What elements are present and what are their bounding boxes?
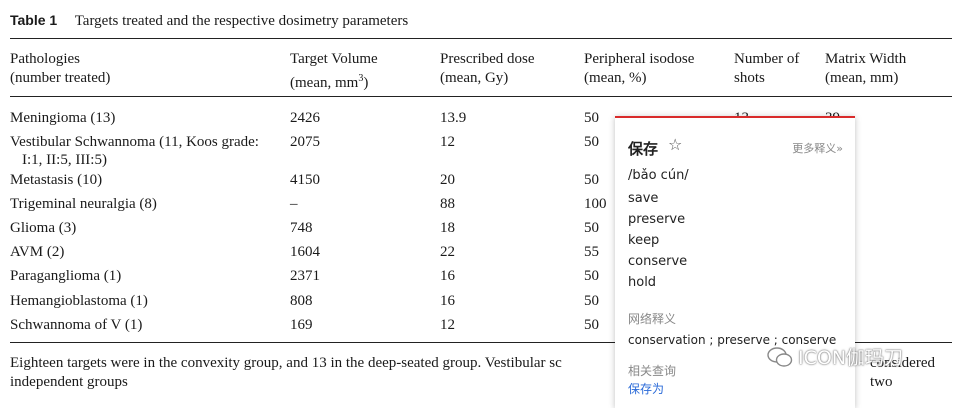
definition-item: save xyxy=(628,191,659,206)
star-icon[interactable]: ☆ xyxy=(668,135,683,154)
watermark-text: ICON伽玛刀 xyxy=(798,347,904,369)
cell-volume: 1604 xyxy=(290,244,320,260)
table-bottom-rule xyxy=(10,342,952,343)
cell-isodose: 55 xyxy=(584,244,599,260)
cell-isodose: 50 xyxy=(584,172,599,188)
table-title: Targets treated and the respective dosim… xyxy=(74,13,409,29)
definition-item: preserve xyxy=(628,212,686,227)
related-query-link[interactable]: 保存为 xyxy=(628,382,665,396)
related-queries-heading: 相关查询 xyxy=(628,364,677,378)
cell-volume: 2426 xyxy=(290,110,320,126)
table-header-rule xyxy=(10,96,952,97)
cell-dose: 12 xyxy=(440,317,455,333)
cell-dose: 20 xyxy=(440,172,455,188)
col-header-target-volume: Target Volume (mean, mm3) xyxy=(290,51,378,91)
definition-item: conserve xyxy=(628,254,688,269)
cell-pathology-cont: I:1, II:5, III:5) xyxy=(22,152,107,168)
definition-item: keep xyxy=(628,233,660,248)
web-definitions-heading: 网络释义 xyxy=(628,312,677,326)
cell-isodose: 100 xyxy=(584,196,607,212)
cell-dose: 18 xyxy=(440,220,455,236)
cell-isodose: 50 xyxy=(584,268,599,284)
cell-dose: 88 xyxy=(440,196,455,212)
cell-volume: 169 xyxy=(290,317,313,333)
cell-pathology: AVM (2) xyxy=(10,244,65,260)
cell-dose: 13.9 xyxy=(440,110,467,126)
cell-volume: 2371 xyxy=(290,268,320,284)
table-footnote: Eighteen targets were in the convexity g… xyxy=(10,355,935,390)
cell-isodose: 50 xyxy=(584,220,599,236)
cell-pathology: Meningioma (13) xyxy=(10,110,116,126)
table-caption: Table 1 Targets treated and the respecti… xyxy=(10,12,408,30)
cell-volume: 4150 xyxy=(290,172,320,188)
cell-pathology: Glioma (3) xyxy=(10,220,77,236)
cell-pathology: Trigeminal neuralgia (8) xyxy=(10,196,157,212)
popup-pinyin: /bǎo cún/ xyxy=(628,168,689,183)
col-header-peripheral-isodose: Peripheral isodose (mean, %) xyxy=(584,51,695,86)
cell-isodose: 50 xyxy=(584,317,599,333)
cell-dose: 16 xyxy=(440,268,455,284)
more-definitions-link[interactable]: 更多释义» xyxy=(792,142,843,155)
cell-pathology: Paraganglioma (1) xyxy=(10,268,122,284)
popup-definitions: save preserve keep conserve hold xyxy=(628,188,687,293)
cell-dose: 22 xyxy=(440,244,455,260)
col-header-number-of-shots: Number of shots xyxy=(734,51,800,86)
cell-pathology: Schwannoma of V (1) xyxy=(10,317,143,333)
col-header-prescribed-dose: Prescribed dose (mean, Gy) xyxy=(440,51,535,86)
cell-volume: 808 xyxy=(290,293,313,309)
definition-item: hold xyxy=(628,275,657,290)
table-label: Table 1 xyxy=(10,12,58,28)
dictionary-popup[interactable]: 保存 ☆ 更多释义» /bǎo cún/ save preserve keep … xyxy=(615,116,855,408)
cell-volume: 2075 xyxy=(290,134,320,150)
cell-isodose: 50 xyxy=(584,293,599,309)
web-definitions-line: conservation ; preserve ; conserve xyxy=(628,333,837,347)
cell-isodose: 50 xyxy=(584,110,599,126)
cell-isodose: 50 xyxy=(584,134,599,150)
cell-dose: 12 xyxy=(440,134,455,150)
popup-headword: 保存 xyxy=(628,140,659,158)
cell-volume: 748 xyxy=(290,220,313,236)
cell-dose: 16 xyxy=(440,293,455,309)
cell-pathology: Vestibular Schwannoma (11, Koos grade: xyxy=(10,134,259,150)
cell-pathology: Metastasis (10) xyxy=(10,172,103,188)
col-header-pathologies: Pathologies (number treated) xyxy=(10,51,111,86)
table-top-rule xyxy=(10,38,952,39)
wechat-icon xyxy=(767,347,793,367)
col-header-matrix-width: Matrix Width (mean, mm) xyxy=(825,51,907,86)
cell-pathology: Hemangioblastoma (1) xyxy=(10,293,148,309)
cell-volume: – xyxy=(290,196,298,212)
